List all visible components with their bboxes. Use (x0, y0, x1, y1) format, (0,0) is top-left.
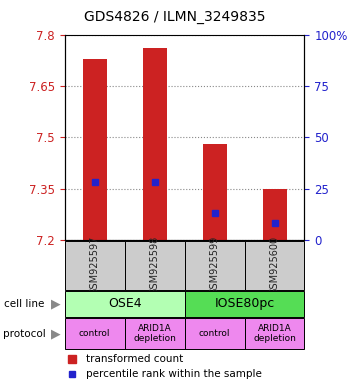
Bar (245, 241, 304, 290)
Text: GSM925599: GSM925599 (210, 236, 219, 295)
Bar (203, 144, 226, 240)
Bar (65, 241, 125, 290)
Bar (65, 291, 185, 317)
Bar (143, 48, 167, 240)
Text: transformed count: transformed count (86, 354, 184, 364)
Text: ▶: ▶ (51, 327, 61, 340)
Bar (262, 189, 287, 240)
Text: percentile rank within the sample: percentile rank within the sample (86, 369, 262, 379)
Text: GSM925597: GSM925597 (90, 236, 100, 295)
Text: OSE4: OSE4 (108, 297, 141, 310)
Text: control: control (199, 329, 230, 338)
Bar (83, 58, 107, 240)
Bar (245, 318, 304, 349)
Text: ARID1A
depletion: ARID1A depletion (133, 324, 176, 343)
Text: cell line: cell line (4, 299, 44, 309)
Bar (65, 318, 125, 349)
Bar (185, 291, 304, 317)
Bar (185, 318, 245, 349)
Bar (125, 241, 185, 290)
Text: ▶: ▶ (51, 297, 61, 310)
Text: GDS4826 / ILMN_3249835: GDS4826 / ILMN_3249835 (84, 10, 266, 24)
Text: IOSE80pc: IOSE80pc (215, 297, 275, 310)
Text: protocol: protocol (4, 328, 46, 339)
Bar (185, 241, 245, 290)
Text: ARID1A
depletion: ARID1A depletion (253, 324, 296, 343)
Bar (125, 318, 185, 349)
Text: GSM925598: GSM925598 (150, 236, 160, 295)
Text: control: control (79, 329, 111, 338)
Text: GSM925600: GSM925600 (270, 236, 280, 295)
